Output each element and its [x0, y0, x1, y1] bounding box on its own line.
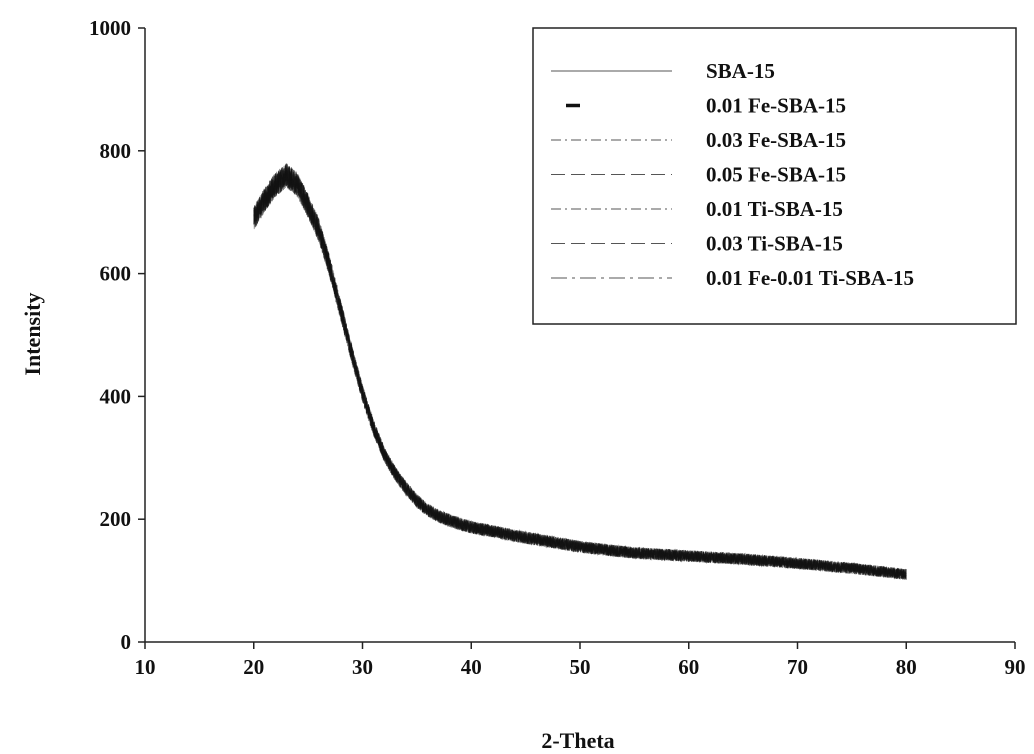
legend-label-2: 0.01 Fe-SBA-15: [706, 94, 846, 118]
x-axis-ticks: 10 20 30 40 50 60 70 80 90: [135, 642, 1026, 679]
x-tick-label-70: 70: [787, 655, 808, 679]
x-tick-label-90: 90: [1005, 655, 1026, 679]
series-group: [253, 163, 907, 581]
legend: SBA-15 0.01 Fe-SBA-15 0.03 Fe-SBA-15 0.05 F…: [532, 27, 1017, 325]
x-tick-label-60: 60: [678, 655, 699, 679]
x-axis-title: 2-Theta: [541, 728, 614, 753]
x-tick-label-10: 10: [135, 655, 156, 679]
legend-label-1: SBA-15: [706, 59, 775, 83]
x-tick-label-40: 40: [461, 655, 482, 679]
legend-label-6: 0.03 Ti-SBA-15: [706, 232, 843, 256]
y-axis-ticks: 0 200 400 600 800 1000: [89, 16, 145, 654]
legend-box: [532, 27, 1017, 325]
y-tick-label-400: 400: [100, 384, 132, 408]
y-tick-label-800: 800: [100, 139, 132, 163]
y-tick-label-0: 0: [121, 630, 132, 654]
x-tick-label-50: 50: [570, 655, 591, 679]
x-tick-label-20: 20: [243, 655, 264, 679]
x-tick-label-30: 30: [352, 655, 373, 679]
x-tick-label-80: 80: [896, 655, 917, 679]
y-tick-label-1000: 1000: [89, 16, 131, 40]
legend-label-4: 0.05 Fe-SBA-15: [706, 163, 846, 187]
y-axis-title: Intensity: [20, 292, 45, 375]
legend-label-3: 0.03 Fe-SBA-15: [706, 128, 846, 152]
series-line-7: [253, 164, 907, 580]
y-tick-label-600: 600: [100, 262, 132, 286]
legend-label-5: 0.01 Ti-SBA-15: [706, 197, 843, 221]
legend-label-7: 0.01 Fe-0.01 Ti-SBA-15: [706, 266, 914, 290]
y-tick-label-200: 200: [100, 507, 132, 531]
